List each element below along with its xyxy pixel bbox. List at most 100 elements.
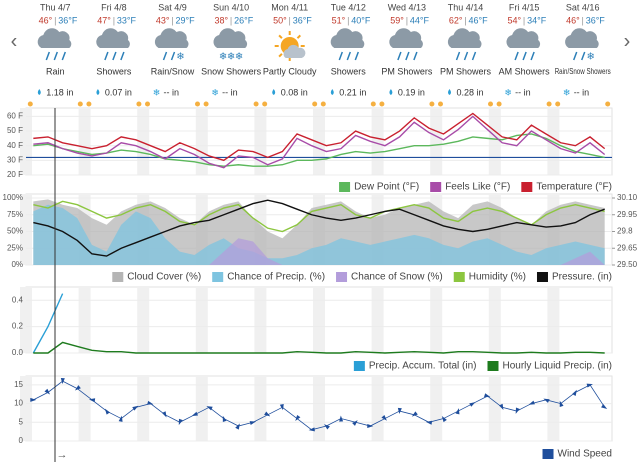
night-band	[78, 376, 91, 441]
legend-swatch	[339, 182, 351, 192]
series-line	[33, 200, 605, 233]
wind-arrow	[352, 420, 358, 426]
day-column: Thu 4/14 62° | 46°F PM Showers 0.28 in	[438, 2, 493, 107]
wind-arrow	[601, 404, 608, 409]
series-line	[33, 115, 606, 169]
wind-arrow	[162, 411, 167, 418]
y2-tick-label: 29.65	[617, 243, 638, 252]
condition: Partly Cloudy	[263, 66, 317, 76]
wind-arrow	[206, 406, 213, 411]
y-tick-label: 0.0	[12, 348, 24, 357]
y-tick-label: 10	[14, 399, 23, 408]
legend-label: Pressure. (in)	[552, 272, 612, 283]
high-temp: 47°	[97, 15, 111, 25]
condition: PM Showers	[381, 66, 433, 76]
series-line	[33, 380, 606, 431]
series-line	[33, 133, 605, 167]
wind-arrow	[147, 400, 154, 405]
wind-arrow	[499, 403, 504, 411]
sunset-icon	[605, 101, 611, 107]
cloud-icon	[330, 28, 365, 48]
legend-swatch	[112, 272, 124, 282]
precip: 0.28 in	[457, 87, 484, 97]
low-temp: 44°F	[410, 15, 430, 25]
night-band	[430, 287, 443, 353]
legend-swatch	[521, 182, 533, 192]
y2-tick-label: 30.10	[617, 193, 638, 202]
wind-arrow	[30, 397, 37, 402]
night-band	[313, 287, 325, 353]
wind-arrow	[367, 423, 374, 428]
sunset-icon	[253, 101, 259, 107]
low-temp: 36°F	[58, 15, 78, 25]
rain-icon	[514, 51, 519, 61]
legend-swatch	[536, 272, 548, 282]
precip: -- in	[164, 87, 180, 97]
wind-arrow	[249, 421, 256, 425]
rain-icon	[120, 51, 125, 61]
legend-label: Hourly Liquid Precip. (in)	[503, 361, 613, 372]
sunrise-icon	[496, 101, 502, 107]
legend-label: Precip. Accum. Total (in)	[369, 361, 477, 372]
night-band	[137, 108, 150, 175]
next-arrow[interactable]: ›	[624, 30, 631, 52]
wind-arrow	[178, 418, 183, 426]
night-band	[254, 376, 267, 441]
rain-icon	[530, 51, 535, 61]
sunset-icon	[429, 101, 435, 107]
high-temp: 46°	[39, 15, 53, 25]
high-temp: 43°	[156, 15, 170, 25]
wind-arrow	[425, 420, 433, 425]
night-band	[137, 376, 150, 441]
wind-arrow	[411, 411, 418, 417]
wind-arrow	[60, 377, 65, 385]
condition: Rain/Snow	[151, 66, 195, 76]
sunrise-icon	[86, 101, 92, 107]
condition: Rain	[46, 66, 65, 76]
rain-icon	[112, 51, 117, 61]
y2-tick-label: 29.95	[617, 210, 638, 219]
wind-arrow	[132, 405, 139, 411]
night-band	[78, 287, 91, 353]
rain-icon	[522, 51, 527, 61]
sunset-icon	[136, 101, 142, 107]
y-tick-label: 15	[14, 380, 23, 389]
series-line	[33, 341, 605, 354]
wind-arrow	[222, 415, 227, 423]
y-tick-label: 5	[19, 417, 24, 426]
rain-icon	[45, 51, 51, 61]
sunset-icon	[312, 101, 318, 107]
day-label: Thu 4/14	[448, 2, 484, 12]
cloud-icon	[506, 28, 541, 48]
rain-icon	[338, 51, 344, 61]
y-tick-label: 75%	[7, 210, 23, 219]
wind-arrow	[74, 385, 81, 391]
low-temp: 26°F	[234, 15, 254, 25]
rain-icon	[580, 51, 586, 61]
y-tick-label: 50 F	[7, 126, 23, 135]
drop-icon	[37, 89, 41, 95]
wind-arrow	[515, 407, 520, 414]
wind-arrow	[469, 402, 476, 407]
low-temp: 40°F	[351, 15, 371, 25]
separator: |	[347, 15, 349, 25]
prev-arrow[interactable]: ‹	[11, 30, 18, 52]
night-band	[430, 108, 443, 175]
night-band	[195, 108, 208, 175]
precip: 1.18 in	[46, 87, 73, 97]
night-band	[78, 108, 91, 175]
sunset-icon	[195, 101, 200, 107]
y-tick-label: 40 F	[7, 141, 23, 150]
condition: Showers	[331, 66, 367, 76]
high-temp: 59°	[390, 15, 404, 25]
precip: 0.07 in	[105, 87, 132, 97]
day-column: Thu 4/7 46° | 36°F Rain 1.18 in	[27, 2, 83, 107]
cloud-icon	[37, 28, 72, 48]
snow-icon: ❄	[227, 52, 235, 63]
snow-icon: ❄	[235, 52, 243, 63]
wind-arrow	[339, 415, 344, 422]
day-label: Tue 4/12	[331, 2, 366, 12]
series-line	[33, 112, 606, 162]
sunrise-icon	[379, 101, 385, 107]
